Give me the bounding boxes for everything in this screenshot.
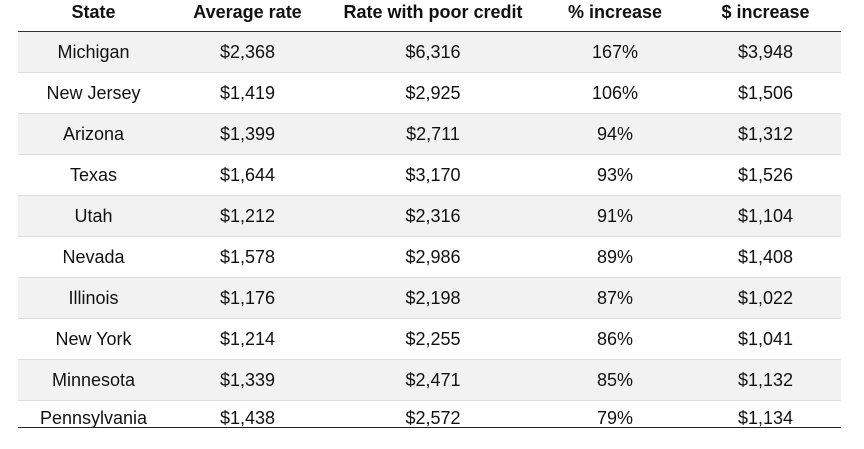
rates-table-container: State Average rate Rate with poor credit… (18, 0, 841, 428)
table-row: Nevada $1,578 $2,986 89% $1,408 (18, 236, 841, 278)
cell-rate-poor-credit: $2,925 (326, 72, 540, 114)
cell-average-rate: $1,176 (169, 277, 326, 319)
cell-pct-increase: 106% (540, 72, 690, 114)
cell-state: Texas (18, 154, 169, 196)
cell-rate-poor-credit: $2,198 (326, 277, 540, 319)
cell-state: Michigan (18, 31, 169, 73)
table-row: Pennsylvania $1,438 $2,572 79% $1,134 (18, 400, 841, 428)
table-row: Arizona $1,399 $2,711 94% $1,312 (18, 113, 841, 155)
cell-pct-increase: 94% (540, 113, 690, 155)
header-average-rate: Average rate (169, 0, 326, 32)
table-row: Illinois $1,176 $2,198 87% $1,022 (18, 277, 841, 319)
cell-dollar-increase: $1,408 (690, 236, 841, 278)
cell-average-rate: $1,438 (219, 408, 276, 427)
cell-state: Nevada (18, 236, 169, 278)
cell-pct-increase: 87% (540, 277, 690, 319)
cell-state: New York (18, 318, 169, 360)
cell-average-rate: $1,212 (169, 195, 326, 237)
cell-dollar-increase: $1,312 (690, 113, 841, 155)
table-row: Utah $1,212 $2,316 91% $1,104 (18, 195, 841, 237)
cell-dollar-increase: $1,526 (690, 154, 841, 196)
header-row: State Average rate Rate with poor credit… (18, 0, 841, 32)
cell-pct-increase: 86% (540, 318, 690, 360)
table-row: Texas $1,644 $3,170 93% $1,526 (18, 154, 841, 196)
table-header: State Average rate Rate with poor credit… (18, 0, 841, 32)
cell-rate-poor-credit: $2,986 (326, 236, 540, 278)
rates-table: State Average rate Rate with poor credit… (18, 0, 841, 428)
cell-dollar-increase: $1,506 (690, 72, 841, 114)
cell-dollar-increase: $1,132 (690, 359, 841, 401)
cell-state: Arizona (18, 113, 169, 155)
cell-state: Illinois (18, 277, 169, 319)
table-row: New York $1,214 $2,255 86% $1,041 (18, 318, 841, 360)
cell-pct-increase: 89% (540, 236, 690, 278)
cell-dollar-increase: $1,134 (737, 408, 794, 427)
cell-dollar-increase: $1,022 (690, 277, 841, 319)
cell-pct-increase: 93% (540, 154, 690, 196)
cell-average-rate: $1,644 (169, 154, 326, 196)
table-body: Michigan $2,368 $6,316 167% $3,948 New J… (18, 31, 841, 428)
cell-rate-poor-credit: $2,572 (405, 408, 461, 427)
cell-average-rate: $1,339 (169, 359, 326, 401)
header-rate-poor-credit: Rate with poor credit (326, 0, 540, 32)
cell-pct-increase: 85% (540, 359, 690, 401)
cell-rate-poor-credit: $2,711 (326, 113, 540, 155)
header-state: State (18, 0, 169, 32)
cell-state: Pennsylvania (39, 408, 148, 427)
table-row: New Jersey $1,419 $2,925 106% $1,506 (18, 72, 841, 114)
cell-state: Utah (18, 195, 169, 237)
cell-dollar-increase: $1,041 (690, 318, 841, 360)
cell-rate-poor-credit: $3,170 (326, 154, 540, 196)
header-dollar-increase: $ increase (690, 0, 841, 32)
header-pct-increase: % increase (540, 0, 690, 32)
cell-average-rate: $2,368 (169, 31, 326, 73)
cell-state: New Jersey (18, 72, 169, 114)
table-row: Michigan $2,368 $6,316 167% $3,948 (18, 31, 841, 73)
cell-rate-poor-credit: $2,255 (326, 318, 540, 360)
cell-dollar-increase: $1,104 (690, 195, 841, 237)
cell-average-rate: $1,399 (169, 113, 326, 155)
cell-rate-poor-credit: $6,316 (326, 31, 540, 73)
cell-pct-increase: 91% (540, 195, 690, 237)
cell-dollar-increase: $3,948 (690, 31, 841, 73)
cell-rate-poor-credit: $2,471 (326, 359, 540, 401)
cell-pct-increase: 167% (540, 31, 690, 73)
cell-average-rate: $1,214 (169, 318, 326, 360)
table-row: Minnesota $1,339 $2,471 85% $1,132 (18, 359, 841, 401)
cell-state: Minnesota (18, 359, 169, 401)
cell-rate-poor-credit: $2,316 (326, 195, 540, 237)
cell-average-rate: $1,419 (169, 72, 326, 114)
cell-pct-increase: 79% (596, 408, 634, 427)
cell-average-rate: $1,578 (169, 236, 326, 278)
